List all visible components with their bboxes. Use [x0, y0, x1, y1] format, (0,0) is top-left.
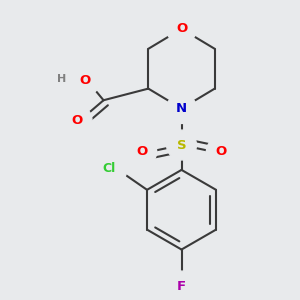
Text: N: N: [176, 102, 187, 115]
Circle shape: [62, 105, 92, 135]
Circle shape: [167, 271, 197, 300]
Circle shape: [127, 137, 157, 167]
Text: O: O: [176, 22, 187, 35]
Circle shape: [206, 137, 236, 167]
Text: O: O: [216, 145, 227, 158]
Text: O: O: [71, 114, 82, 127]
Text: F: F: [177, 280, 186, 292]
Circle shape: [70, 65, 100, 95]
Text: O: O: [136, 145, 147, 158]
Text: S: S: [177, 139, 186, 152]
Circle shape: [167, 94, 197, 124]
Text: Cl: Cl: [102, 162, 116, 175]
Circle shape: [167, 14, 197, 44]
Circle shape: [91, 150, 127, 187]
Text: H: H: [58, 74, 67, 84]
Text: O: O: [80, 74, 91, 87]
Circle shape: [167, 130, 197, 160]
